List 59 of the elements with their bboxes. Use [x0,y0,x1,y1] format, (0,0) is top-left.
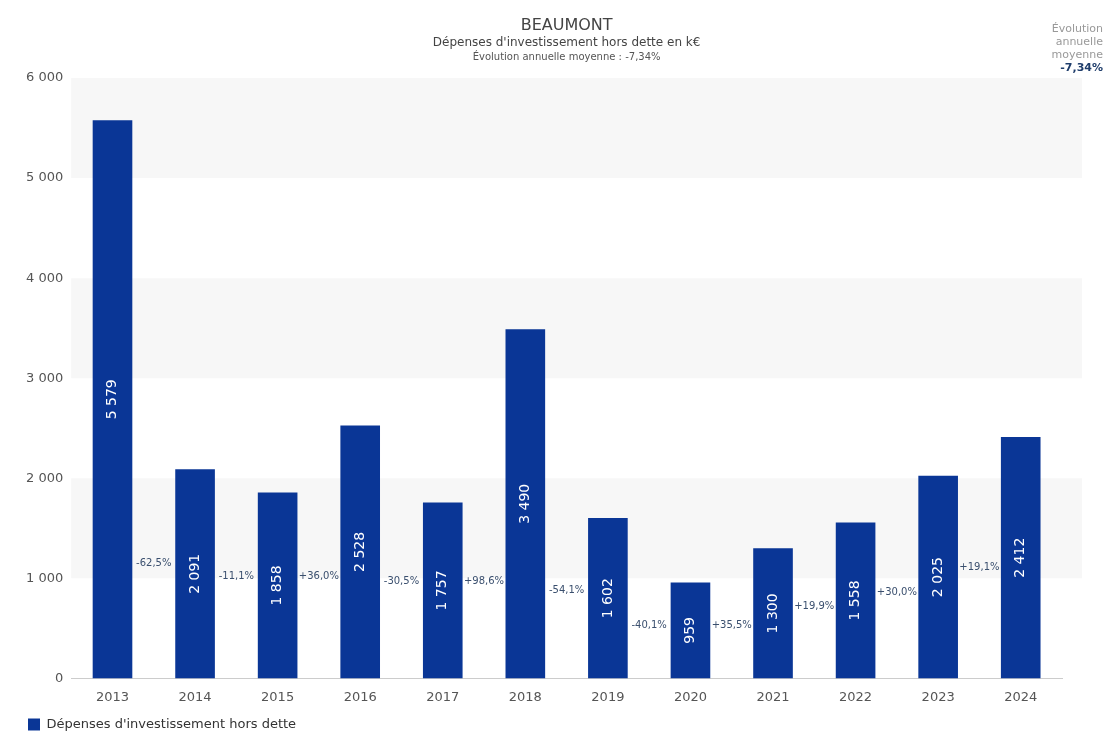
annotation: -62,5% [136,556,172,568]
bar [92,120,133,679]
bar [835,522,876,679]
annotation: +19,1% [959,560,1000,572]
annotation: -11,1% [218,569,255,581]
y-tick-label: 4 000 [26,269,64,285]
x-tick-label: 2020 [673,688,707,704]
chart-subtitle: Dépenses d'investissement hors dette en k€ [432,35,701,49]
x-tick-label: 2024 [1004,688,1038,704]
y-tick-label: 3 000 [26,369,64,385]
x-tick-label: 2013 [95,688,130,704]
y-tick-label: 2 000 [26,469,64,485]
legend-label: Dépenses d'investissement hors dette [46,715,297,731]
data-label: 1 300 [763,593,780,634]
y-tick-label: 1 000 [26,569,64,585]
data-label: 1 602 [598,578,615,619]
data-label: 959 [681,617,698,644]
data-label: 5 579 [103,379,120,420]
bar [505,329,546,679]
x-tick-label: 2021 [756,688,790,704]
annotation: -30,5% [383,575,420,587]
annotation: +30,0% [876,586,917,598]
x-tick-label: 2014 [178,688,212,704]
x-tick-label: 2017 [426,688,460,704]
bar [257,492,298,679]
bar [670,582,711,679]
data-label: 1 858 [268,565,285,606]
annotation: -40,1% [631,619,667,631]
bar [753,548,793,679]
y-tick-label: 6 000 [26,69,64,85]
y-tick-label: 5 000 [26,169,64,185]
data-label: 2 412 [1011,537,1028,578]
data-label: 2 025 [928,557,945,598]
bar [340,425,381,679]
x-tick-label: 2019 [591,688,625,704]
annotation: +35,5% [711,619,752,631]
annotation: +36,0% [298,569,339,581]
x-tick-label: 2018 [508,688,542,704]
x-tick-label: 2023 [921,688,955,704]
data-label: 2 091 [185,553,202,594]
bar [918,475,958,679]
annotation: +98,6% [463,575,505,587]
bar [422,502,463,679]
data-label: 1 558 [846,580,863,621]
bar [175,469,215,679]
x-tick-label: 2016 [343,688,377,704]
bar [1000,437,1041,679]
data-label: 3 490 [515,483,532,524]
y-tick-label: 0 [54,669,64,685]
text: Évolution annuelle moyenne : -7,34% [472,50,661,62]
x-tick-label: 2015 [261,688,295,704]
x-tick-label: 2022 [839,688,873,704]
data-label: 2 528 [350,531,367,572]
annotation: +19,9% [794,600,835,612]
chart-title: BEAUMONT [520,15,613,34]
bar [588,518,628,679]
data-label: 1 757 [433,570,450,611]
text: Évolution annuelle moyenne -7,34% [1051,22,1104,74]
annotation: -54,1% [548,583,585,595]
